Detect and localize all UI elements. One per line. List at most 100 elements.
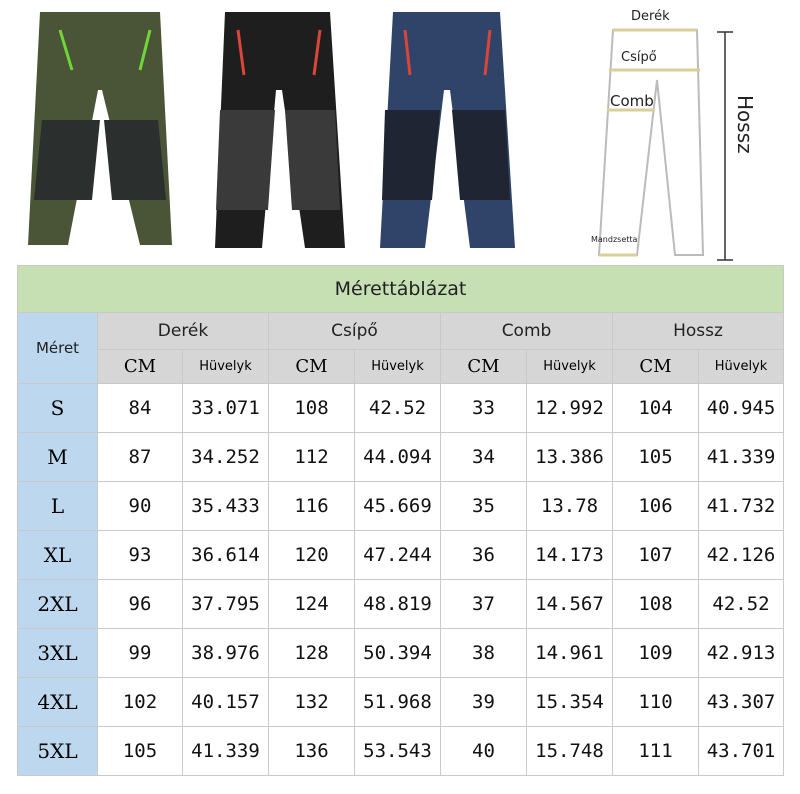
value-cell: 84 bbox=[97, 383, 183, 433]
value-cell: 42.52 bbox=[354, 383, 441, 433]
value-cell: 34 bbox=[440, 432, 527, 482]
table-row: S 84 33.071 108 42.52 33 12.992 104 40.945 bbox=[17, 383, 785, 433]
product-photos bbox=[28, 12, 515, 248]
value-cell: 50.394 bbox=[354, 628, 441, 678]
pants-green bbox=[28, 12, 172, 245]
length-label: Hossz bbox=[733, 95, 757, 154]
size-cell: XL bbox=[17, 530, 98, 580]
pants-navy bbox=[380, 12, 515, 248]
unit-inch: Hüvelyk bbox=[526, 349, 613, 384]
table-row: 5XL 105 41.339 136 53.543 40 15.748 111 43.701 bbox=[17, 726, 785, 776]
table-row: 2XL 96 37.795 124 48.819 37 14.567 108 42.52 bbox=[17, 579, 785, 629]
value-cell: 128 bbox=[268, 628, 355, 678]
value-cell: 13.78 bbox=[526, 481, 613, 531]
value-cell: 37.795 bbox=[182, 579, 269, 629]
pants-outline-icon bbox=[597, 28, 733, 261]
table-row: 4XL 102 40.157 132 51.968 39 15.354 110 43.307 bbox=[17, 677, 785, 727]
value-cell: 34.252 bbox=[182, 432, 269, 482]
value-cell: 107 bbox=[612, 530, 699, 580]
size-cell: 2XL bbox=[17, 579, 98, 629]
size-cell: 4XL bbox=[17, 677, 98, 727]
size-chart-table: Mérettáblázat Méret Derék Csípő Comb Hos… bbox=[16, 265, 785, 776]
value-cell: 120 bbox=[268, 530, 355, 580]
value-cell: 42.126 bbox=[697, 530, 785, 580]
value-cell: 48.819 bbox=[354, 579, 441, 629]
value-cell: 36.614 bbox=[182, 530, 269, 580]
value-cell: 99 bbox=[97, 628, 183, 678]
value-cell: 14.173 bbox=[526, 530, 613, 580]
value-cell: 40.157 bbox=[182, 677, 269, 727]
value-cell: 124 bbox=[268, 579, 355, 629]
value-cell: 41.732 bbox=[697, 481, 785, 531]
value-cell: 108 bbox=[612, 579, 699, 629]
value-cell: 96 bbox=[97, 579, 183, 629]
unit-cm: CM bbox=[440, 349, 527, 384]
value-cell: 93 bbox=[97, 530, 183, 580]
value-cell: 13.386 bbox=[526, 432, 613, 482]
size-cell: S bbox=[17, 383, 98, 433]
size-cell: 3XL bbox=[17, 628, 98, 678]
value-cell: 42.913 bbox=[697, 628, 785, 678]
value-cell: 108 bbox=[268, 383, 355, 433]
unit-inch: Hüvelyk bbox=[697, 349, 785, 384]
value-cell: 51.968 bbox=[354, 677, 441, 727]
unit-cm: CM bbox=[268, 349, 355, 384]
table-row: 3XL 99 38.976 128 50.394 38 14.961 109 42.913 bbox=[17, 628, 785, 678]
group-waist: Derék bbox=[97, 312, 269, 350]
value-cell: 41.339 bbox=[697, 432, 785, 482]
measurement-diagram: Derék Csípő Comb Mandzsetta Hossz bbox=[585, 0, 800, 265]
value-cell: 39 bbox=[440, 677, 527, 727]
size-cell: L bbox=[17, 481, 98, 531]
unit-cm: CM bbox=[97, 349, 183, 384]
value-cell: 43.307 bbox=[697, 677, 785, 727]
value-cell: 14.567 bbox=[526, 579, 613, 629]
value-cell: 136 bbox=[268, 726, 355, 776]
value-cell: 44.094 bbox=[354, 432, 441, 482]
value-cell: 47.244 bbox=[354, 530, 441, 580]
size-cell: M bbox=[17, 432, 98, 482]
size-header: Méret bbox=[17, 312, 98, 384]
thigh-label: Comb bbox=[610, 92, 654, 110]
value-cell: 45.669 bbox=[354, 481, 441, 531]
unit-inch: Hüvelyk bbox=[182, 349, 269, 384]
value-cell: 132 bbox=[268, 677, 355, 727]
value-cell: 112 bbox=[268, 432, 355, 482]
value-cell: 106 bbox=[612, 481, 699, 531]
waist-label: Derék bbox=[631, 9, 670, 24]
group-thigh: Comb bbox=[440, 312, 613, 350]
value-cell: 36 bbox=[440, 530, 527, 580]
value-cell: 15.748 bbox=[526, 726, 613, 776]
group-hip: Csípő bbox=[268, 312, 441, 350]
group-length: Hossz bbox=[611, 312, 785, 350]
cuff-label: Mandzsetta bbox=[591, 235, 638, 244]
value-cell: 90 bbox=[97, 481, 183, 531]
value-cell: 40.945 bbox=[697, 383, 785, 433]
table-row: M 87 34.252 112 44.094 34 13.386 105 41.339 bbox=[17, 432, 785, 482]
value-cell: 53.543 bbox=[354, 726, 441, 776]
table-row: XL 93 36.614 120 47.244 36 14.173 107 42.126 bbox=[17, 530, 785, 580]
table-title: Mérettáblázat bbox=[16, 265, 785, 313]
value-cell: 38.976 bbox=[182, 628, 269, 678]
value-cell: 38 bbox=[440, 628, 527, 678]
value-cell: 116 bbox=[268, 481, 355, 531]
hip-label: Csípő bbox=[621, 50, 657, 65]
value-cell: 105 bbox=[612, 432, 699, 482]
value-cell: 35 bbox=[440, 481, 527, 531]
value-cell: 33.071 bbox=[182, 383, 269, 433]
value-cell: 111 bbox=[612, 726, 699, 776]
value-cell: 43.701 bbox=[697, 726, 785, 776]
value-cell: 35.433 bbox=[182, 481, 269, 531]
value-cell: 37 bbox=[440, 579, 527, 629]
value-cell: 109 bbox=[612, 628, 699, 678]
value-cell: 12.992 bbox=[526, 383, 613, 433]
value-cell: 105 bbox=[97, 726, 183, 776]
value-cell: 110 bbox=[612, 677, 699, 727]
value-cell: 40 bbox=[440, 726, 527, 776]
unit-inch: Hüvelyk bbox=[354, 349, 441, 384]
unit-cm: CM bbox=[612, 349, 699, 384]
value-cell: 15.354 bbox=[526, 677, 613, 727]
value-cell: 104 bbox=[612, 383, 699, 433]
pants-black bbox=[215, 12, 345, 248]
value-cell: 42.52 bbox=[697, 579, 785, 629]
value-cell: 41.339 bbox=[182, 726, 269, 776]
